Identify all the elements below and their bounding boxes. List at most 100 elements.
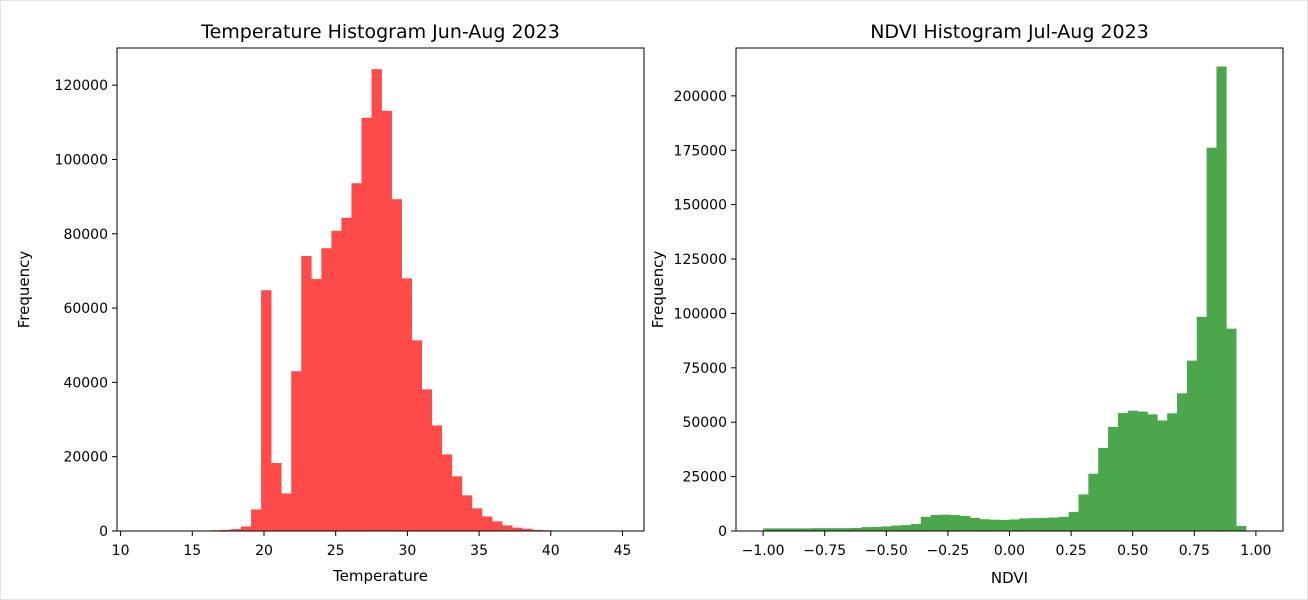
histogram-bar (970, 517, 981, 531)
x-tick-label: 45 (614, 543, 632, 559)
x-tick-label: 0.25 (1056, 543, 1087, 559)
y-tick-label: 60000 (63, 301, 108, 317)
histogram-bar (1078, 494, 1089, 531)
y-tick-label: 150000 (674, 198, 727, 214)
chart-0: 10 15 20 25 30 35 40 45 0 20000 40000 60000 80000 100… (15, 21, 645, 585)
histogram-bar (979, 519, 991, 531)
x-tick-label: −1.00 (742, 543, 785, 559)
histogram-bar (351, 183, 362, 532)
histogram-bar (1206, 147, 1217, 531)
y-tick-label: 80000 (63, 227, 108, 243)
bars-1 (763, 66, 1247, 532)
y-tick-label: 200000 (674, 89, 727, 105)
histogram-bar (461, 495, 473, 531)
chart-title: NDVI Histogram Jul-Aug 2023 (870, 21, 1149, 43)
x-axis-label: Temperature (332, 567, 428, 585)
histogram-bar (512, 527, 523, 531)
histogram-bar (431, 425, 443, 531)
histogram-bar (763, 528, 774, 531)
y-tick-label: 50000 (682, 415, 727, 431)
histogram-bar (1108, 427, 1119, 531)
histogram-bar (782, 528, 793, 531)
histogram-bar (792, 528, 803, 531)
y-axis-label: Frequency (15, 251, 33, 329)
x-tick-label: 15 (183, 543, 201, 559)
histogram-bar (881, 526, 892, 531)
histogram-bar (1048, 517, 1060, 531)
histogram-bar (1068, 512, 1079, 531)
histogram-bar (1117, 413, 1129, 531)
histogram-bar (1039, 517, 1050, 531)
histogram-bar (301, 256, 312, 531)
histogram-bar (960, 515, 971, 531)
histogram-bar (331, 230, 342, 532)
histogram-bar (522, 528, 533, 531)
histogram-bar (502, 525, 513, 531)
histogram-bar (772, 528, 784, 531)
x-tick-label: −0.25 (926, 543, 969, 559)
histogram-bar (822, 528, 833, 531)
histogram-bar (891, 525, 902, 531)
y-tick-label: 100000 (55, 152, 108, 168)
histogram-bar (1157, 420, 1168, 531)
histogram-bar (1177, 393, 1188, 531)
x-tick-label: 35 (470, 543, 488, 559)
x-axis-label: NDVI (991, 569, 1028, 587)
histogram-bar (532, 529, 543, 531)
histogram-bar (451, 476, 463, 531)
histogram-bar (989, 519, 1000, 531)
histogram-bar (220, 529, 232, 531)
histogram-bar (391, 199, 402, 531)
x-tick-label: 30 (398, 543, 416, 559)
histogram-bar (999, 519, 1010, 531)
histogram-bar (481, 516, 493, 531)
x-tick-label: 0.00 (994, 543, 1025, 559)
y-tick-label: 25000 (682, 470, 727, 486)
histogram-bar (411, 340, 423, 531)
histogram-bar (1127, 410, 1138, 531)
histogram-bar (920, 516, 931, 531)
histogram-bar (1137, 411, 1148, 531)
x-tick-label: 20 (255, 543, 273, 559)
histogram-bar (441, 454, 453, 531)
histogram-bar (1216, 66, 1227, 532)
y-tick-label: 100000 (674, 306, 727, 322)
histogram-bar (1167, 413, 1178, 531)
x-tick-label: 1.00 (1240, 543, 1271, 559)
histogram-bar (381, 110, 392, 531)
histogram-bar (841, 528, 853, 531)
histogram-bar (261, 290, 272, 531)
histogram-bar (241, 526, 252, 531)
histogram-bar (401, 278, 412, 531)
histogram-bar (321, 248, 332, 531)
chart-title: Temperature Histogram Jun-Aug 2023 (200, 21, 560, 43)
histogram-bar (491, 521, 503, 531)
histogram-bar (851, 527, 862, 531)
x-tick-label: −0.50 (865, 543, 908, 559)
y-tick-label: 40000 (63, 375, 108, 391)
histogram-bar (871, 526, 882, 531)
histogram-bar (361, 117, 372, 531)
histogram-bar (1098, 447, 1109, 531)
histogram-bar (901, 525, 912, 531)
histogram-bar (910, 524, 922, 531)
histogram-bar (930, 514, 941, 531)
x-tick-label: 25 (327, 543, 345, 559)
axes-frame (116, 47, 645, 532)
histogram-bar (1019, 518, 1030, 531)
histogram-bar (291, 371, 302, 531)
histogram-bar (1236, 526, 1247, 531)
histogram-bar (421, 389, 433, 531)
y-tick-label: 0 (718, 524, 727, 540)
histogram-bar (231, 529, 242, 531)
histogram-bar (1009, 519, 1020, 531)
histogram-bar (940, 514, 951, 531)
x-tick-label: 10 (112, 543, 130, 559)
histogram-bar (802, 528, 813, 531)
histogram-bar (950, 515, 961, 531)
x-tick-label: 40 (542, 543, 560, 559)
histogram-bar (251, 509, 262, 531)
histogram-bar (1088, 473, 1099, 531)
